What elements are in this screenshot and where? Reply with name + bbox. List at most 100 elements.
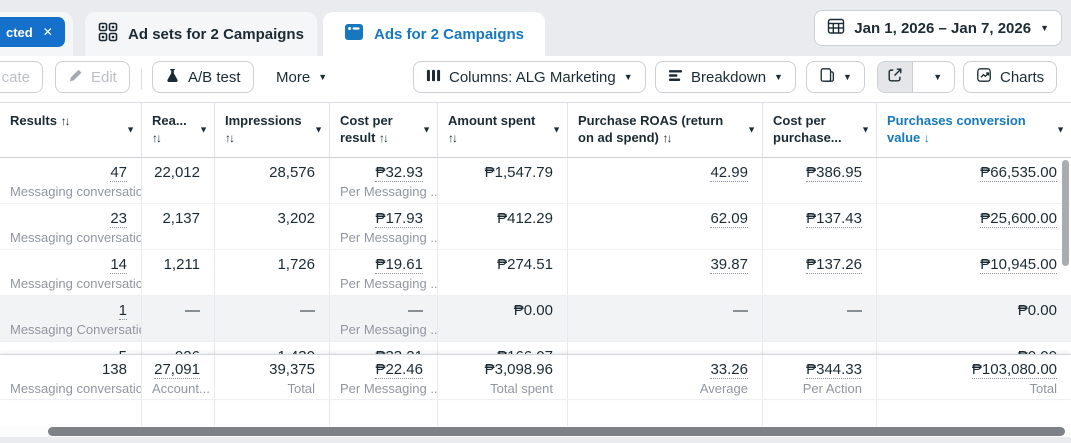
chevron-down-icon[interactable]: ▼: [861, 124, 870, 135]
chevron-down-icon[interactable]: ▼: [126, 124, 135, 135]
cost-per-result-value: —: [408, 302, 423, 319]
results-value[interactable]: 47: [110, 164, 127, 182]
breakdown-button[interactable]: Breakdown ▼: [655, 61, 796, 93]
ab-test-label: A/B test: [188, 68, 241, 86]
charts-button[interactable]: Charts: [963, 61, 1058, 93]
horizontal-scrollbar-thumb[interactable]: [48, 427, 1065, 436]
export-button[interactable]: [878, 62, 914, 92]
cost-per-purchase-value[interactable]: ₱137.43: [806, 210, 862, 228]
amount-spent-total-type: Total spent: [490, 381, 553, 396]
column-header-cost-per-purchase[interactable]: Cost per purchase... ▼: [763, 103, 877, 157]
sort-arrows-icon: ↑↓: [662, 131, 673, 145]
amount-spent-value: ₱1,547.79: [484, 164, 553, 181]
sort-arrows-icon: ↑↓: [379, 131, 389, 145]
column-header-results[interactable]: Results ↑↓ ▼: [0, 103, 142, 157]
column-header-purchases-conversion-value[interactable]: Purchases conversion value ↓ ▼: [877, 103, 1071, 157]
export-icon: [887, 67, 903, 87]
column-header-amount-spent[interactable]: Amount spent ↑↓ ▼: [438, 103, 568, 157]
calendar-icon: [827, 17, 845, 39]
cost-per-result-total[interactable]: ₱22.46: [375, 361, 423, 379]
column-label: Cost per result: [340, 113, 393, 145]
flask-icon: [165, 68, 180, 87]
impressions-value: 28,576: [269, 164, 315, 181]
column-header-cost-per-result[interactable]: Cost per result ↑↓ ▼: [330, 103, 438, 157]
reports-icon: [819, 67, 835, 87]
cost-per-result-type: Per Messaging ...: [340, 184, 438, 199]
export-split-button: ▼: [877, 61, 955, 93]
column-header-purchase-roas[interactable]: Purchase ROAS (return on ad spend) ↑↓ ▼: [568, 103, 763, 157]
cost-per-purchase-value[interactable]: ₱137.26: [806, 256, 862, 274]
cost-per-purchase-value[interactable]: ₱386.95: [806, 164, 862, 182]
selected-pill[interactable]: cted ✕: [0, 17, 65, 47]
chevron-down-icon[interactable]: ▼: [1056, 124, 1065, 135]
results-type: Messaging conversation...: [10, 230, 142, 245]
cost-per-result-total-type: Per Messaging ...: [340, 381, 438, 396]
conversion-value[interactable]: ₱66,535.00: [980, 164, 1057, 182]
roas-value[interactable]: 42.99: [710, 164, 748, 182]
chevron-down-icon[interactable]: ▼: [314, 124, 323, 135]
column-label: Amount spent: [448, 113, 536, 128]
roas-average[interactable]: 33.26: [710, 361, 748, 379]
table-row[interactable]: 5 926 1,430 ₱33.21 ₱166.07 ₱0.00: [0, 342, 1071, 354]
chevron-down-icon[interactable]: ▼: [747, 124, 756, 135]
close-icon[interactable]: ✕: [42, 25, 53, 39]
vertical-scrollbar-thumb[interactable]: [1062, 160, 1069, 266]
table-row[interactable]: 1 Messaging Conversation... — — — Per Mess…: [0, 296, 1071, 342]
column-header-reach[interactable]: Rea... ↑↓ ▼: [142, 103, 215, 157]
amount-spent-value: ₱274.51: [497, 256, 553, 273]
cost-per-result-value[interactable]: ₱32.93: [375, 164, 423, 182]
cost-per-purchase-value: —: [847, 302, 862, 319]
conversion-value-total-type: Total: [1029, 381, 1057, 396]
tab-ads[interactable]: Ads for 2 Campaigns: [323, 12, 545, 56]
results-type: Messaging conversation...: [10, 184, 142, 199]
export-options-button[interactable]: ▼: [921, 62, 954, 92]
chevron-down-icon[interactable]: ▼: [199, 124, 208, 135]
more-button[interactable]: More ▼: [264, 61, 340, 93]
ab-test-button[interactable]: A/B test: [152, 61, 254, 93]
reach-value: 2,137: [162, 210, 200, 227]
tab-ad-sets[interactable]: Ad sets for 2 Campaigns: [85, 12, 317, 56]
chevron-down-icon: ▼: [623, 72, 633, 82]
ads-icon: [344, 22, 364, 46]
results-value[interactable]: 14: [110, 256, 127, 274]
results-total-type: Messaging conversation...: [10, 381, 142, 396]
roas-value[interactable]: 39.87: [710, 256, 748, 274]
impressions-total: 39,375: [269, 361, 315, 378]
chevron-down-icon[interactable]: ▼: [422, 124, 431, 135]
toolbar-divider: [141, 69, 142, 89]
results-value[interactable]: 23: [110, 210, 127, 228]
amount-spent-value: ₱166.07: [448, 347, 553, 354]
reach-total[interactable]: 27,091: [154, 361, 200, 379]
reports-button[interactable]: ▼: [806, 61, 865, 93]
results-type: Messaging conversation...: [10, 276, 142, 291]
columns-button[interactable]: Columns: ALG Marketing ▼: [413, 61, 646, 93]
cost-per-purchase-total-type: Per Action: [802, 381, 862, 396]
impressions-value: 3,202: [277, 210, 315, 227]
cost-per-result-value[interactable]: ₱17.93: [375, 210, 423, 228]
results-value[interactable]: 1: [118, 302, 127, 320]
cost-per-result-value[interactable]: ₱19.61: [375, 256, 423, 274]
conversion-value-total[interactable]: ₱103,080.00: [971, 361, 1057, 379]
roas-value[interactable]: 62.09: [710, 210, 748, 228]
table-row[interactable]: 47 Messaging conversation... 22,012 28,57…: [0, 158, 1071, 204]
tab-campaigns-selected[interactable]: cted ✕: [0, 12, 73, 56]
conversion-value[interactable]: ₱10,945.00: [980, 256, 1057, 274]
conversion-value: ₱0.00: [1017, 302, 1057, 319]
chevron-down-icon[interactable]: ▼: [552, 124, 561, 135]
column-label: Results: [10, 113, 57, 128]
cost-per-purchase-total[interactable]: ₱344.33: [806, 361, 862, 379]
amount-spent-value: ₱0.00: [513, 302, 553, 319]
column-header-impressions[interactable]: Impressions ↑↓ ▼: [215, 103, 330, 157]
cost-per-result-type: Per Messaging ...: [340, 322, 438, 337]
conversion-value[interactable]: ₱25,600.00: [980, 210, 1057, 228]
breakdown-icon: [668, 68, 683, 87]
sort-arrows-icon: ↑↓: [60, 114, 71, 128]
duplicate-button[interactable]: cate: [0, 61, 43, 93]
empty-row: [0, 400, 1071, 427]
date-range-picker[interactable]: Jan 1, 2026 – Jan 7, 2026 ▼: [814, 10, 1062, 46]
campaign-tab-bar: cted ✕ Ad sets for 2 Campaigns: [0, 0, 1071, 56]
edit-button[interactable]: Edit: [55, 61, 130, 93]
charts-icon: [976, 67, 992, 87]
